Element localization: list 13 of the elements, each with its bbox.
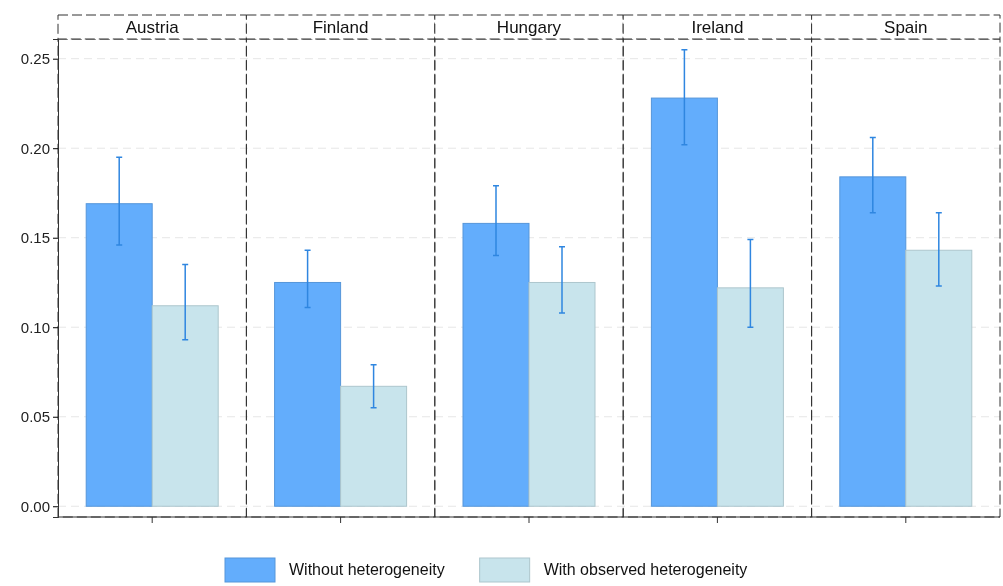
x-tick-label: Austria — [125, 18, 180, 37]
y-tick-label: 0.10 — [20, 318, 50, 336]
x-tick-label: Spain — [884, 18, 928, 37]
y-tick-label: 0.05 — [20, 408, 50, 426]
y-tick-label: 0.00 — [20, 497, 50, 515]
x-tick-label: Ireland — [691, 18, 744, 37]
legend-label: Without heterogeneity — [289, 561, 445, 578]
y-tick-label: 0.15 — [20, 229, 50, 247]
x-tick-label: Finland — [312, 18, 369, 37]
x-tick-label: Hungary — [496, 18, 562, 37]
y-tick-label: 0.25 — [20, 49, 50, 67]
y-tick-label: 0.20 — [20, 139, 50, 157]
legend-label: With observed heterogeneity — [543, 561, 748, 578]
